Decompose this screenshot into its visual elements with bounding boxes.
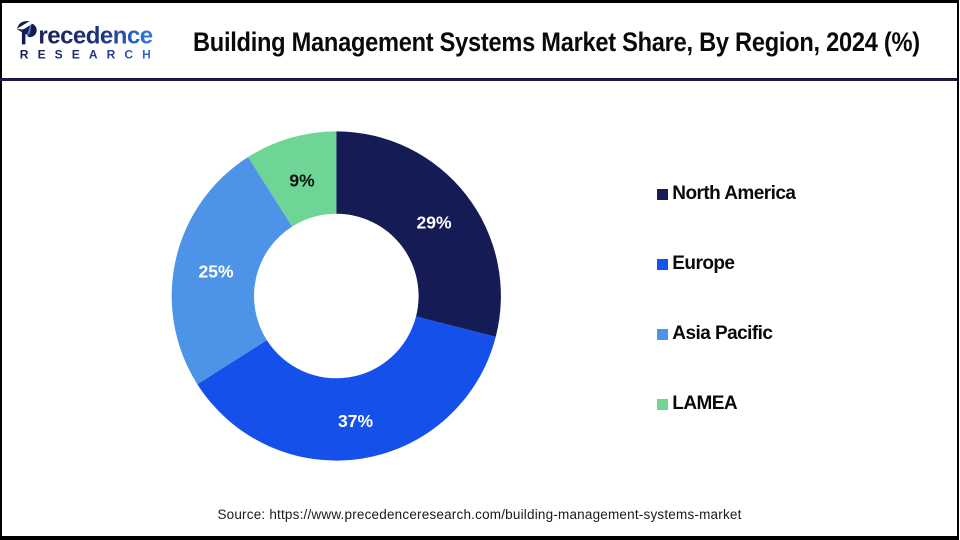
- svg-text:29%: 29%: [416, 212, 451, 232]
- svg-text:9%: 9%: [289, 170, 315, 190]
- svg-text:37%: 37%: [338, 411, 373, 431]
- svg-text:RESEARCH: RESEARCH: [20, 47, 160, 61]
- svg-text:recedence: recedence: [38, 22, 152, 49]
- svg-text:25%: 25%: [198, 261, 233, 281]
